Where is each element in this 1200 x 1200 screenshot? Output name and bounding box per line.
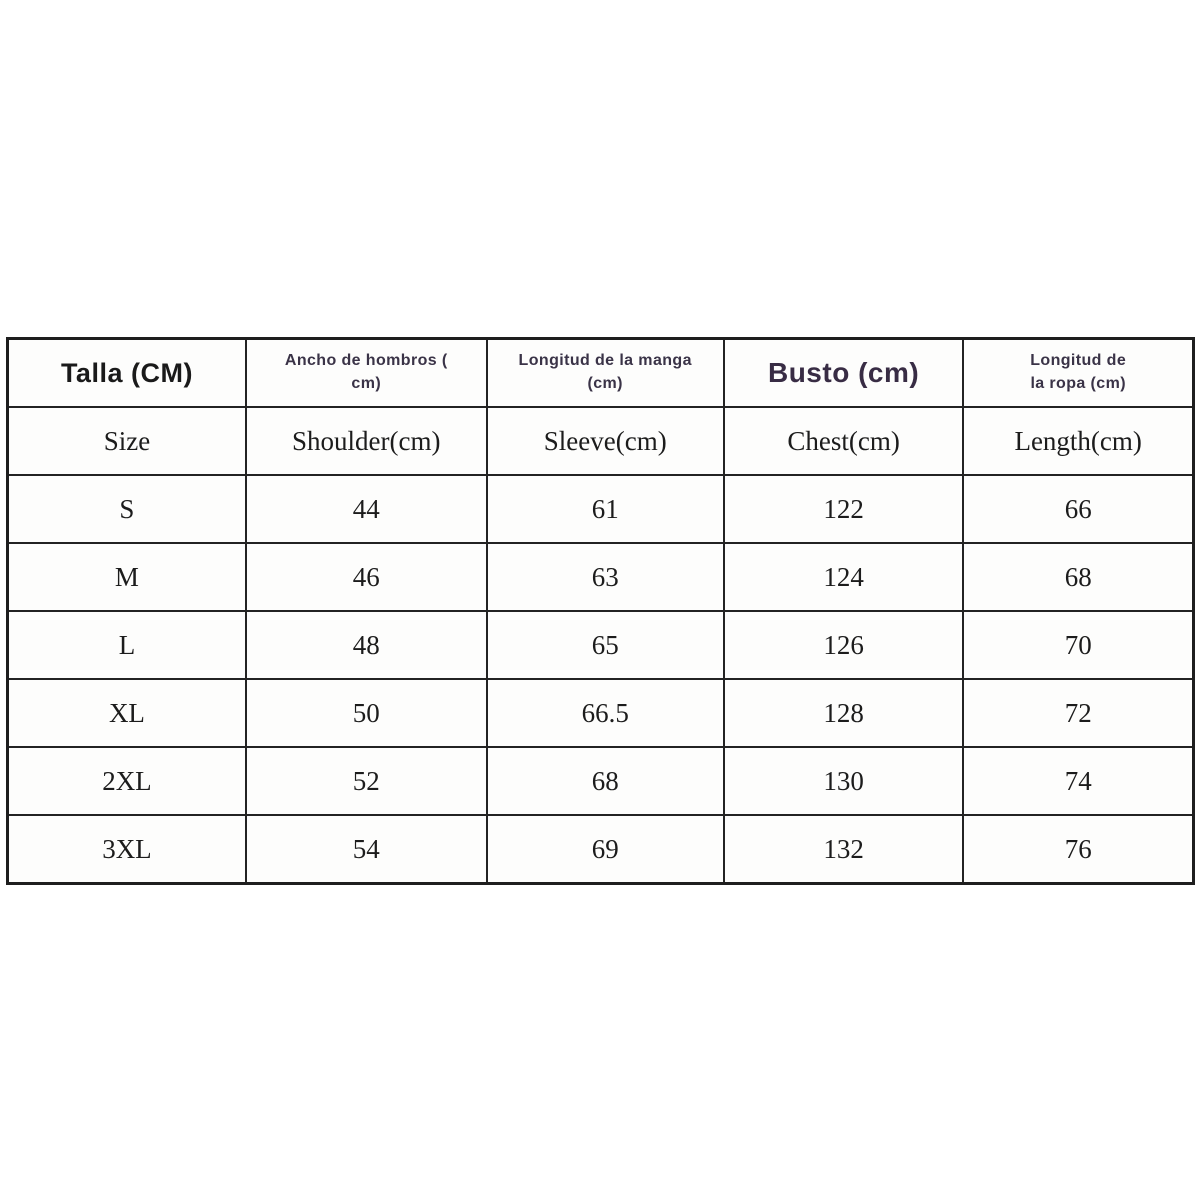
header-busto-cm: Busto (cm)	[722, 337, 965, 408]
cell-shoulder: 52	[244, 746, 488, 816]
header-chest: Chest(cm)	[722, 406, 965, 476]
header-ropa-line2: la ropa (cm)	[1030, 375, 1126, 392]
cell-chest: 122	[722, 474, 965, 544]
cell-sleeve: 66.5	[485, 678, 725, 748]
cell-size: L	[6, 610, 247, 680]
cell-length: 72	[962, 678, 1195, 748]
table-row-l: L 48 65 126 70	[6, 610, 1195, 680]
cell-size: XL	[6, 678, 247, 748]
cell-chest: 130	[722, 746, 965, 816]
cell-shoulder: 50	[244, 678, 488, 748]
english-header-row: Size Shoulder(cm) Sleeve(cm) Chest(cm) L…	[6, 406, 1195, 476]
cell-chest: 124	[722, 542, 965, 612]
cell-shoulder: 54	[244, 814, 488, 885]
cell-size: 3XL	[6, 814, 247, 885]
table-row-s: S 44 61 122 66	[6, 474, 1195, 544]
table-row-2xl: 2XL 52 68 130 74	[6, 746, 1195, 816]
header-shoulder: Shoulder(cm)	[244, 406, 488, 476]
header-manga-line1: Longitud de la manga	[518, 352, 692, 370]
header-ancho-de-hombros: Ancho de hombros ( cm)	[244, 337, 488, 408]
header-talla-cm: Talla (CM)	[6, 337, 247, 408]
header-longitud-ropa: Longitud de la ropa (cm)	[962, 337, 1195, 408]
cell-length: 74	[962, 746, 1195, 816]
table-row-3xl: 3XL 54 69 132 76	[6, 814, 1195, 885]
cell-chest: 128	[722, 678, 965, 748]
header-ancho-line2: cm)	[351, 375, 382, 392]
spanish-header-row: Talla (CM) Ancho de hombros ( cm) Longit…	[6, 337, 1195, 408]
cell-sleeve: 69	[485, 814, 725, 885]
cell-shoulder: 44	[244, 474, 488, 544]
cell-length: 68	[962, 542, 1195, 612]
header-ancho-line1: Ancho de hombros (	[284, 352, 448, 370]
table-row-m: M 46 63 124 68	[6, 542, 1195, 612]
header-sleeve: Sleeve(cm)	[485, 406, 725, 476]
cell-chest: 126	[722, 610, 965, 680]
cell-sleeve: 61	[485, 474, 725, 544]
cell-sleeve: 68	[485, 746, 725, 816]
cell-shoulder: 46	[244, 542, 488, 612]
cell-size: 2XL	[6, 746, 247, 816]
table-row-xl: XL 50 66.5 128 72	[6, 678, 1195, 748]
size-chart-table: Talla (CM) Ancho de hombros ( cm) Longit…	[6, 337, 1195, 885]
cell-length: 70	[962, 610, 1195, 680]
cell-size: M	[6, 542, 247, 612]
cell-shoulder: 48	[244, 610, 488, 680]
header-manga-line2: (cm)	[587, 375, 623, 392]
header-ropa-line1: Longitud de	[1030, 352, 1127, 370]
cell-length: 76	[962, 814, 1195, 885]
cell-length: 66	[962, 474, 1195, 544]
header-longitud-manga: Longitud de la manga (cm)	[485, 337, 725, 408]
header-length: Length(cm)	[962, 406, 1195, 476]
cell-sleeve: 63	[485, 542, 725, 612]
cell-size: S	[6, 474, 247, 544]
cell-chest: 132	[722, 814, 965, 885]
header-size: Size	[6, 406, 247, 476]
cell-sleeve: 65	[485, 610, 725, 680]
